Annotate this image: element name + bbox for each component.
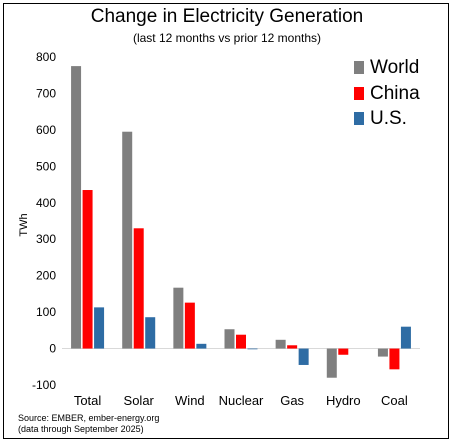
chart-subtitle: (last 12 months vs prior 12 months) <box>132 31 322 45</box>
source-line-2: (data through September 2025) <box>18 424 144 434</box>
y-tick-label: 600 <box>36 123 56 137</box>
bar-world-nuclear <box>224 329 235 349</box>
x-tick-label: Nuclear <box>219 393 264 408</box>
x-axis: Total Solar Wind Nuclear Gas Hydro Coal <box>74 393 408 408</box>
y-tick-label: -100 <box>32 378 56 392</box>
bar-china-total <box>82 190 93 349</box>
y-tick-label: 400 <box>36 196 56 210</box>
y-tick-label: 800 <box>36 50 56 64</box>
y-axis-label: TWh <box>18 213 30 236</box>
y-tick-label: 200 <box>36 269 56 283</box>
legend-label: U.S. <box>370 108 407 129</box>
bar-us-nuclear <box>247 348 258 350</box>
bar-us-gas <box>298 348 309 365</box>
y-tick-label: 300 <box>36 232 56 246</box>
chart-title: Change in Electricity Generation <box>90 6 364 27</box>
bar-china-gas <box>287 345 298 349</box>
bar-world-gas <box>275 339 286 349</box>
x-tick-label: Coal <box>381 393 408 408</box>
bar-world-hydro <box>326 348 337 378</box>
legend-label: World <box>370 57 419 78</box>
bar-china-wind <box>184 302 195 349</box>
bar-china-hydro <box>338 348 349 355</box>
bar-world-total <box>71 66 82 349</box>
legend-swatch <box>354 61 364 74</box>
y-axis: 800 700 600 500 400 300 200 100 0 -100 <box>32 50 420 392</box>
bar-us-wind <box>196 343 207 349</box>
bar-us-coal <box>400 326 411 349</box>
bar-world-coal <box>377 348 388 357</box>
x-tick-label: Solar <box>124 393 155 408</box>
x-tick-label: Total <box>74 393 102 408</box>
bar-us-total <box>94 307 105 349</box>
legend-label: China <box>370 83 420 104</box>
x-tick-label: Hydro <box>326 393 361 408</box>
bar-china-solar <box>133 228 144 349</box>
y-tick-label: 0 <box>49 342 56 356</box>
source-line-1: Source: EMBER, ember-energy.org <box>18 413 160 423</box>
y-tick-label: 700 <box>36 86 56 100</box>
legend: World China U.S. <box>354 57 420 129</box>
x-tick-label: Gas <box>280 393 304 408</box>
y-tick-label: 100 <box>36 305 56 319</box>
legend-swatch <box>354 112 364 125</box>
bar-us-solar <box>145 317 156 349</box>
bar-world-solar <box>122 131 133 349</box>
legend-swatch <box>354 87 364 100</box>
bar-china-nuclear <box>236 334 246 349</box>
bar-world-wind <box>173 287 184 349</box>
bars <box>71 66 411 378</box>
bar-china-coal <box>389 348 400 370</box>
x-tick-label: Wind <box>175 393 205 408</box>
y-tick-label: 500 <box>36 159 56 173</box>
